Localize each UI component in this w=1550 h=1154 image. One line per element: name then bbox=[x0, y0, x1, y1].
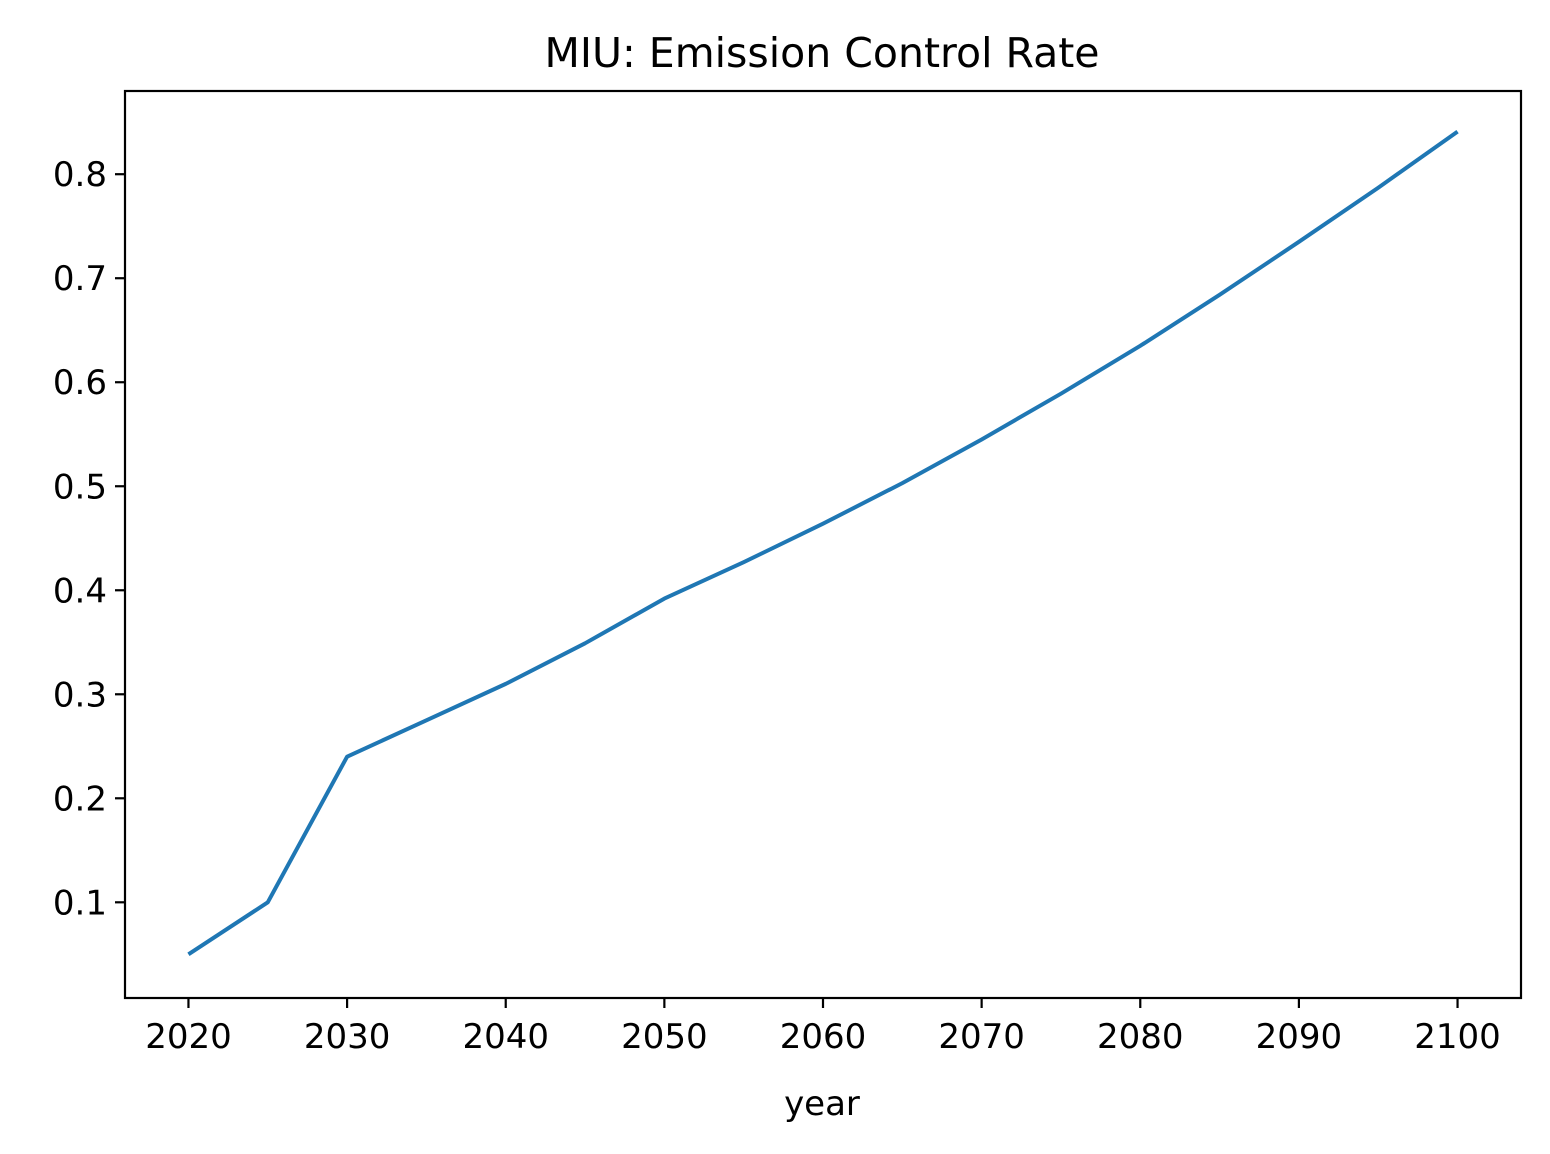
series-line bbox=[187, 129, 1459, 956]
y-tick-label: 0.4 bbox=[53, 571, 107, 611]
x-tick-label: 2090 bbox=[1256, 1017, 1343, 1057]
series-layer bbox=[187, 129, 1459, 956]
y-tick-label: 0.8 bbox=[53, 155, 107, 195]
x-axis-label: year bbox=[784, 1084, 860, 1124]
x-tick-label: 2070 bbox=[938, 1017, 1025, 1057]
x-tick-label: 2060 bbox=[780, 1017, 867, 1057]
x-tick-label: 2100 bbox=[1414, 1017, 1501, 1057]
x-tick-label: 2030 bbox=[304, 1017, 391, 1057]
plot-area-frame bbox=[123, 89, 1523, 1000]
y-tick-label: 0.2 bbox=[53, 779, 107, 819]
y-tick-label: 0.7 bbox=[53, 259, 107, 299]
x-tick-label: 2050 bbox=[621, 1017, 708, 1057]
y-tick-label: 0.6 bbox=[53, 363, 107, 403]
x-tick-label: 2020 bbox=[145, 1017, 232, 1057]
x-tick-label: 2040 bbox=[462, 1017, 549, 1057]
y-axis: 0.1 0.2 0.3 0.4 0.5 0.6 0.7 0.8 bbox=[53, 155, 125, 923]
x-tick-label: 2080 bbox=[1097, 1017, 1184, 1057]
x-axis: 2020 2030 2040 2050 2060 2070 2080 2090 2100 bbox=[145, 998, 1501, 1057]
chart-title: MIU: Emission Control Rate bbox=[544, 29, 1099, 77]
y-tick-label: 0.1 bbox=[53, 883, 107, 923]
y-tick-label: 0.5 bbox=[53, 467, 107, 507]
y-tick-label: 0.3 bbox=[53, 675, 107, 715]
